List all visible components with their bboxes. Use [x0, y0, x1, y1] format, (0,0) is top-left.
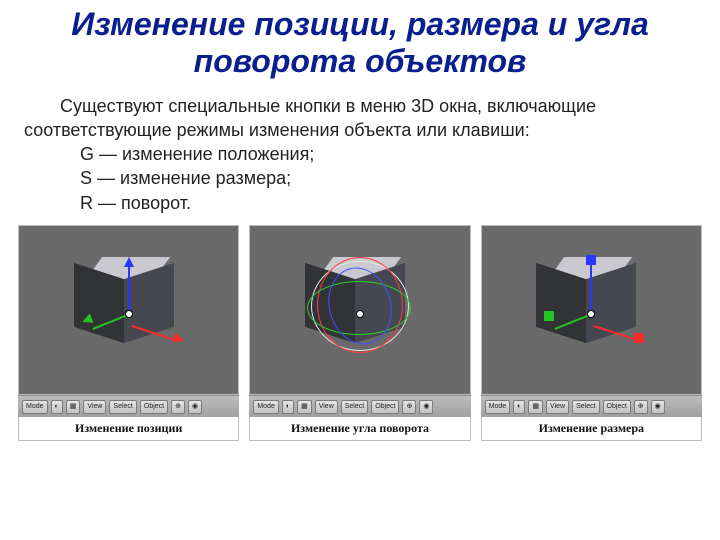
axis-z-icon	[128, 263, 130, 317]
key-r: R — поворот.	[24, 191, 696, 215]
body-text: Существуют специальные кнопки в меню 3D …	[0, 90, 720, 215]
toolbar-button[interactable]: Select	[109, 400, 136, 414]
key-s: S — изменение размера;	[24, 166, 696, 190]
cube	[74, 253, 184, 353]
pivot-icon	[357, 311, 363, 317]
toolbar-button[interactable]: ◉	[651, 400, 665, 414]
intro-text: Существуют специальные кнопки в меню 3D …	[24, 94, 696, 143]
toolbar-button[interactable]: Object	[371, 400, 399, 414]
panel-caption: Изменение позиции	[75, 421, 182, 436]
caption-row: Изменение позиции	[18, 417, 239, 441]
toolbar-button[interactable]: Mode	[253, 400, 279, 414]
handle-y-icon	[544, 311, 554, 321]
pivot-icon	[126, 311, 132, 317]
axis-z-icon	[590, 263, 592, 317]
toolbar-button[interactable]: View	[546, 400, 569, 414]
panel-scale: Mode ◐ ▦ View Select Object ⊕ ◉ Изменени…	[481, 225, 702, 441]
toolbar-button[interactable]: Mode	[485, 400, 511, 414]
caption-row: Изменение угла поворота	[249, 417, 470, 441]
viewport-scale	[481, 225, 702, 395]
panel-translate: Mode ◐ ▦ View Select Object ⊕ ◉ Изменени…	[18, 225, 239, 441]
panel-rotate: Mode ◐ ▦ View Select Object ⊕ ◉ Изменени…	[249, 225, 470, 441]
toolbar-button[interactable]: Mode	[22, 400, 48, 414]
caption-row: Изменение размера	[481, 417, 702, 441]
handle-x-icon	[634, 333, 644, 343]
toolbar-button[interactable]: ⊕	[634, 400, 648, 414]
panel-caption: Изменение размера	[539, 421, 644, 436]
toolbar-button[interactable]: Object	[140, 400, 168, 414]
viewport-toolbar: Mode ◐ ▦ View Select Object ⊕ ◉	[18, 395, 239, 417]
toolbar-button[interactable]: ◐	[513, 400, 525, 414]
toolbar-button[interactable]: ▦	[297, 400, 312, 414]
page-title: Изменение позиции, размера и угла поворо…	[0, 0, 720, 90]
toolbar-button[interactable]: ▦	[66, 400, 81, 414]
cube	[305, 253, 415, 353]
viewport-toolbar: Mode ◐ ▦ View Select Object ⊕ ◉	[249, 395, 470, 417]
toolbar-button[interactable]: Object	[603, 400, 631, 414]
toolbar-button[interactable]: View	[315, 400, 338, 414]
key-g: G — изменение положения;	[24, 142, 696, 166]
toolbar-button[interactable]: ⊕	[171, 400, 185, 414]
toolbar-button[interactable]: ⊕	[402, 400, 416, 414]
viewport-toolbar: Mode ◐ ▦ View Select Object ⊕ ◉	[481, 395, 702, 417]
viewport-rotate	[249, 225, 470, 395]
toolbar-button[interactable]: View	[83, 400, 106, 414]
toolbar-button[interactable]: ◐	[51, 400, 63, 414]
toolbar-button[interactable]: ◉	[188, 400, 202, 414]
viewport-translate	[18, 225, 239, 395]
toolbar-button[interactable]: ◉	[419, 400, 433, 414]
toolbar-button[interactable]: ▦	[528, 400, 543, 414]
panels-row: Mode ◐ ▦ View Select Object ⊕ ◉ Изменени…	[0, 215, 720, 441]
toolbar-button[interactable]: ◐	[282, 400, 294, 414]
panel-caption: Изменение угла поворота	[291, 421, 429, 436]
cube	[536, 253, 646, 353]
handle-z-icon	[586, 255, 596, 265]
toolbar-button[interactable]: Select	[572, 400, 599, 414]
pivot-icon	[588, 311, 594, 317]
toolbar-button[interactable]: Select	[341, 400, 368, 414]
